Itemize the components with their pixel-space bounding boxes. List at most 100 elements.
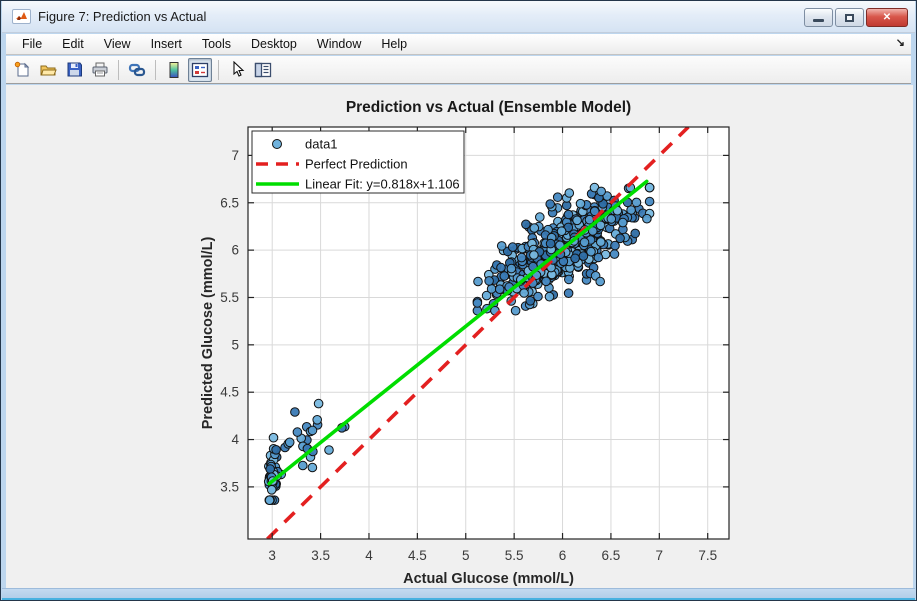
scatter-point	[593, 252, 604, 263]
link-plot-button[interactable]	[125, 58, 149, 82]
svg-text:5.5: 5.5	[505, 548, 524, 563]
scatter-point	[564, 188, 575, 198]
scatter-point	[575, 198, 586, 209]
scatter-point	[499, 271, 510, 281]
axes-box	[247, 126, 730, 540]
scatter-point	[563, 288, 574, 298]
restore-icon	[845, 13, 854, 22]
scatter-point	[266, 485, 277, 495]
scatter-point	[486, 284, 497, 294]
toolbar-separator	[155, 59, 156, 80]
menu-insert[interactable]: Insert	[150, 37, 182, 51]
chart-title: Prediction vs Actual (Ensemble Model)	[346, 99, 631, 116]
scatter-point	[630, 228, 641, 239]
scatter-point	[313, 398, 324, 409]
scatter-point	[307, 425, 318, 436]
scatter-point	[496, 262, 506, 273]
close-icon: ✕	[882, 12, 892, 23]
menu-help[interactable]: Help	[381, 37, 408, 51]
menu-view[interactable]: View	[103, 37, 131, 51]
scatter-point	[481, 290, 492, 301]
svg-text:4: 4	[365, 548, 373, 563]
save-icon	[67, 62, 82, 77]
y-axis-label: Predicted Glucose (mmol/L)	[200, 237, 216, 430]
scatter-point	[545, 238, 556, 249]
scatter-point	[284, 437, 295, 448]
scatter-point	[642, 213, 652, 224]
scatter-point	[472, 298, 483, 308]
window-title: Figure 7: Prediction vs Actual	[38, 9, 207, 24]
property-editor-button[interactable]	[251, 58, 275, 82]
scatter-point	[264, 495, 275, 506]
scatter-point	[535, 212, 545, 222]
title-bar[interactable]: Figure 7: Prediction vs Actual ✕	[2, 1, 915, 33]
menu-file[interactable]: File	[22, 37, 43, 51]
legend[interactable]: data1 Perfect Prediction Linear Fit: y=0.8…	[251, 130, 465, 194]
edit-plot-arrow-icon	[232, 61, 244, 77]
insert-colorbar-button[interactable]	[162, 58, 186, 82]
scatter-point	[606, 214, 617, 224]
svg-text:4.5: 4.5	[408, 548, 427, 563]
save-button[interactable]	[62, 58, 86, 82]
svg-text:6: 6	[559, 548, 567, 563]
legend-label: Perfect Prediction	[305, 157, 408, 172]
new-figure-icon	[14, 61, 29, 77]
svg-text:4.5: 4.5	[220, 385, 239, 400]
print-button[interactable]	[88, 58, 112, 82]
scatter-point	[610, 240, 620, 251]
scatter-point	[545, 199, 556, 209]
open-file-icon	[40, 65, 57, 76]
toolbar-separator	[118, 59, 119, 80]
scatter-point	[268, 432, 279, 443]
menu-bar: File Edit View Insert Tools Desktop Wind…	[6, 34, 911, 55]
scatter-point	[552, 192, 563, 202]
scatter-point	[298, 460, 308, 471]
scatter-point	[525, 296, 536, 306]
scatter-point	[579, 237, 590, 248]
close-button[interactable]: ✕	[866, 8, 908, 27]
insert-legend-button[interactable]	[188, 57, 212, 82]
restore-button[interactable]	[835, 8, 864, 27]
linear-fit-line	[267, 179, 649, 486]
scatter-point	[596, 186, 607, 197]
scatter-point	[595, 276, 606, 287]
minimize-icon	[813, 19, 824, 22]
legend-label: data1	[305, 137, 338, 152]
scatter-point	[572, 215, 582, 226]
scatter-point	[586, 246, 596, 257]
plot-area[interactable]	[248, 127, 729, 539]
svg-text:7: 7	[231, 148, 239, 163]
scatter-point	[529, 223, 540, 233]
scatter-point	[473, 276, 483, 287]
perfect-prediction-line	[266, 127, 690, 539]
minimize-button[interactable]	[804, 8, 833, 27]
svg-text:7.5: 7.5	[698, 548, 717, 563]
menu-desktop[interactable]: Desktop	[251, 37, 297, 51]
colorbar-icon	[169, 61, 179, 78]
scatter-plot[interactable]: 3 3.5 4 4.5 5 5.5 6 6.5 7 7.5 3.5 4 4.5 5 5.5 6 6.5 7 Pred…	[6, 85, 913, 590]
menu-window[interactable]: Window	[316, 37, 362, 51]
menu-tools[interactable]: Tools	[201, 37, 232, 51]
axis-ticks	[248, 127, 729, 539]
svg-text:4: 4	[231, 432, 239, 447]
scatter-point	[496, 241, 507, 251]
new-figure-button[interactable]	[10, 58, 34, 82]
scatter-point	[484, 276, 494, 286]
svg-text:6.5: 6.5	[602, 548, 621, 563]
scatter-point	[631, 197, 642, 208]
scatter-point	[644, 196, 655, 207]
dock-figure-arrow-icon[interactable]: ↘	[895, 37, 905, 49]
scatter-point	[290, 407, 300, 417]
scatter-point	[506, 263, 517, 274]
edit-plot-button[interactable]	[225, 58, 249, 82]
open-file-button[interactable]	[36, 58, 60, 82]
svg-text:3: 3	[268, 548, 276, 563]
svg-text:5: 5	[462, 548, 470, 563]
svg-text:6.5: 6.5	[220, 195, 239, 210]
svg-text:7: 7	[656, 548, 664, 563]
scatter-point	[589, 206, 600, 217]
menu-edit[interactable]: Edit	[62, 37, 84, 51]
link-plot-icon	[128, 63, 146, 76]
scatter-point	[563, 209, 574, 220]
